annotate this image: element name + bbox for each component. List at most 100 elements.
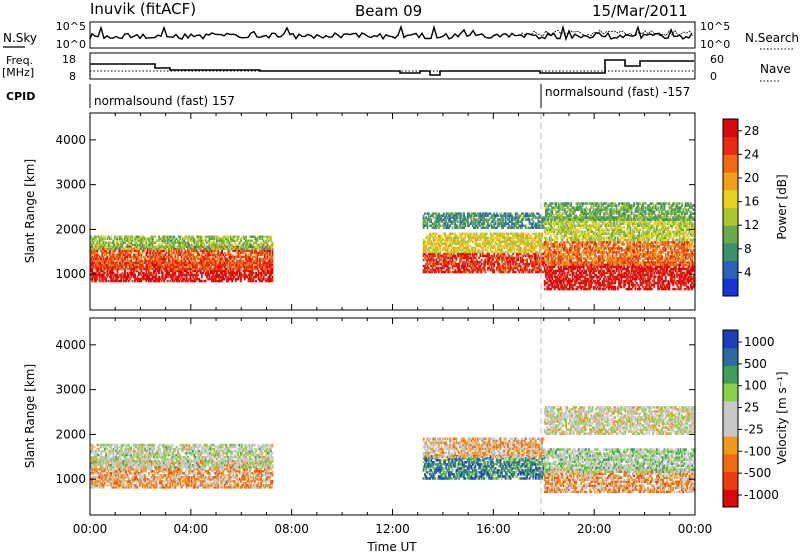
heatmap-cell xyxy=(108,241,111,245)
heatmap-cell xyxy=(512,244,515,248)
heatmap-cell xyxy=(247,273,250,277)
heatmap-cell xyxy=(533,268,536,272)
heatmap-cell xyxy=(263,261,266,265)
heatmap-cell xyxy=(96,251,99,255)
heatmap-cell xyxy=(255,267,257,271)
heatmap-cell xyxy=(269,253,271,257)
heatmap-cell xyxy=(224,259,227,263)
heatmap-cell xyxy=(174,269,177,273)
heatmap-cell xyxy=(243,275,246,279)
heatmap-cell xyxy=(590,281,593,285)
heatmap-cell xyxy=(127,253,130,257)
heatmap-cell xyxy=(485,212,488,215)
heatmap-cell xyxy=(101,277,104,281)
heatmap-cell xyxy=(187,247,189,251)
heatmap-cell xyxy=(231,271,234,275)
heatmap-cell xyxy=(158,239,160,243)
heatmap-cell xyxy=(614,287,617,291)
heatmap-cell xyxy=(466,260,469,264)
heatmap-cell xyxy=(185,243,188,247)
heatmap-cell xyxy=(238,275,241,279)
heatmap-cell xyxy=(533,242,536,246)
heatmap-cell xyxy=(184,249,187,253)
heatmap-cell xyxy=(145,243,148,247)
heatmap-cell xyxy=(536,234,539,238)
heatmap-cell xyxy=(125,263,128,267)
heatmap-cell xyxy=(606,285,609,289)
heatmap-cell xyxy=(126,267,129,271)
heatmap-cell xyxy=(531,260,533,264)
heatmap-cell xyxy=(503,222,506,226)
heatmap-cell xyxy=(222,245,225,249)
heatmap-cell xyxy=(158,253,160,257)
heatmap-cell xyxy=(611,273,614,277)
heatmap-cell xyxy=(266,261,269,265)
heatmap-cell xyxy=(155,275,158,279)
heatmap-cell xyxy=(203,257,206,261)
heatmap-cell xyxy=(503,254,506,258)
heatmap-cell xyxy=(213,243,216,247)
heatmap-cell xyxy=(512,238,515,242)
heatmap-cell xyxy=(148,243,150,247)
heatmap-cell xyxy=(450,252,453,256)
heatmap-cell xyxy=(106,255,109,259)
heatmap-cell xyxy=(517,252,520,256)
heatmap-cell xyxy=(252,271,255,275)
heatmap-cell xyxy=(120,275,123,279)
heatmap-cell xyxy=(174,237,177,241)
heatmap-cell xyxy=(116,241,119,245)
heatmap-cell xyxy=(531,246,533,250)
heatmap-cell xyxy=(542,270,545,274)
heatmap-cell xyxy=(122,277,125,281)
heatmap-cell xyxy=(524,242,527,246)
heatmap-cell xyxy=(98,243,101,247)
heatmap-cell xyxy=(600,267,603,271)
heatmap-cell xyxy=(482,214,484,217)
heatmap-cell xyxy=(538,266,541,270)
heatmap-cell xyxy=(131,267,134,271)
heatmap-cell xyxy=(137,271,140,275)
heatmap-cell xyxy=(149,271,152,275)
heatmap-cell xyxy=(437,222,440,226)
heatmap-cell xyxy=(446,268,449,272)
heatmap-cell xyxy=(560,265,562,269)
heatmap-cell xyxy=(603,283,605,287)
heatmap-cell xyxy=(206,253,208,257)
heatmap-cell xyxy=(537,264,540,268)
heatmap-cell xyxy=(597,279,600,283)
heatmap-cell xyxy=(190,249,193,253)
heatmap-cell xyxy=(490,216,493,219)
heatmap-cell xyxy=(234,279,237,283)
heatmap-cell xyxy=(425,244,428,248)
heatmap-cell xyxy=(464,232,467,236)
heatmap-cell xyxy=(431,242,434,246)
heatmap-cell xyxy=(470,260,473,264)
heatmap-cell xyxy=(222,259,225,263)
heatmap-cell xyxy=(90,235,92,239)
heatmap-cell xyxy=(102,243,105,247)
heatmap-cell xyxy=(110,235,113,239)
heatmap-cell xyxy=(231,243,234,247)
heatmap-cell xyxy=(271,259,274,263)
heatmap-cell xyxy=(120,263,123,267)
heatmap-cell xyxy=(454,214,457,217)
heatmap-cell xyxy=(508,242,511,246)
heatmap-cell xyxy=(533,256,536,260)
heatmap-cell xyxy=(207,251,210,255)
heatmap-cell xyxy=(455,212,458,215)
heatmap-cell xyxy=(596,285,599,289)
heatmap-cell xyxy=(178,259,181,263)
heatmap-cell xyxy=(543,283,546,287)
heatmap-cell xyxy=(218,241,221,245)
heatmap-cell xyxy=(497,244,499,248)
heatmap-cell xyxy=(250,239,252,243)
heatmap-cell xyxy=(424,246,426,250)
heatmap-cell xyxy=(487,250,489,254)
heatmap-cell xyxy=(560,283,562,287)
heatmap-cell xyxy=(217,245,220,249)
heatmap-cell xyxy=(480,236,483,240)
heatmap-cell xyxy=(459,270,462,274)
heatmap-cell xyxy=(108,275,111,279)
heatmap-cell xyxy=(192,263,194,267)
heatmap-cell xyxy=(97,247,100,251)
